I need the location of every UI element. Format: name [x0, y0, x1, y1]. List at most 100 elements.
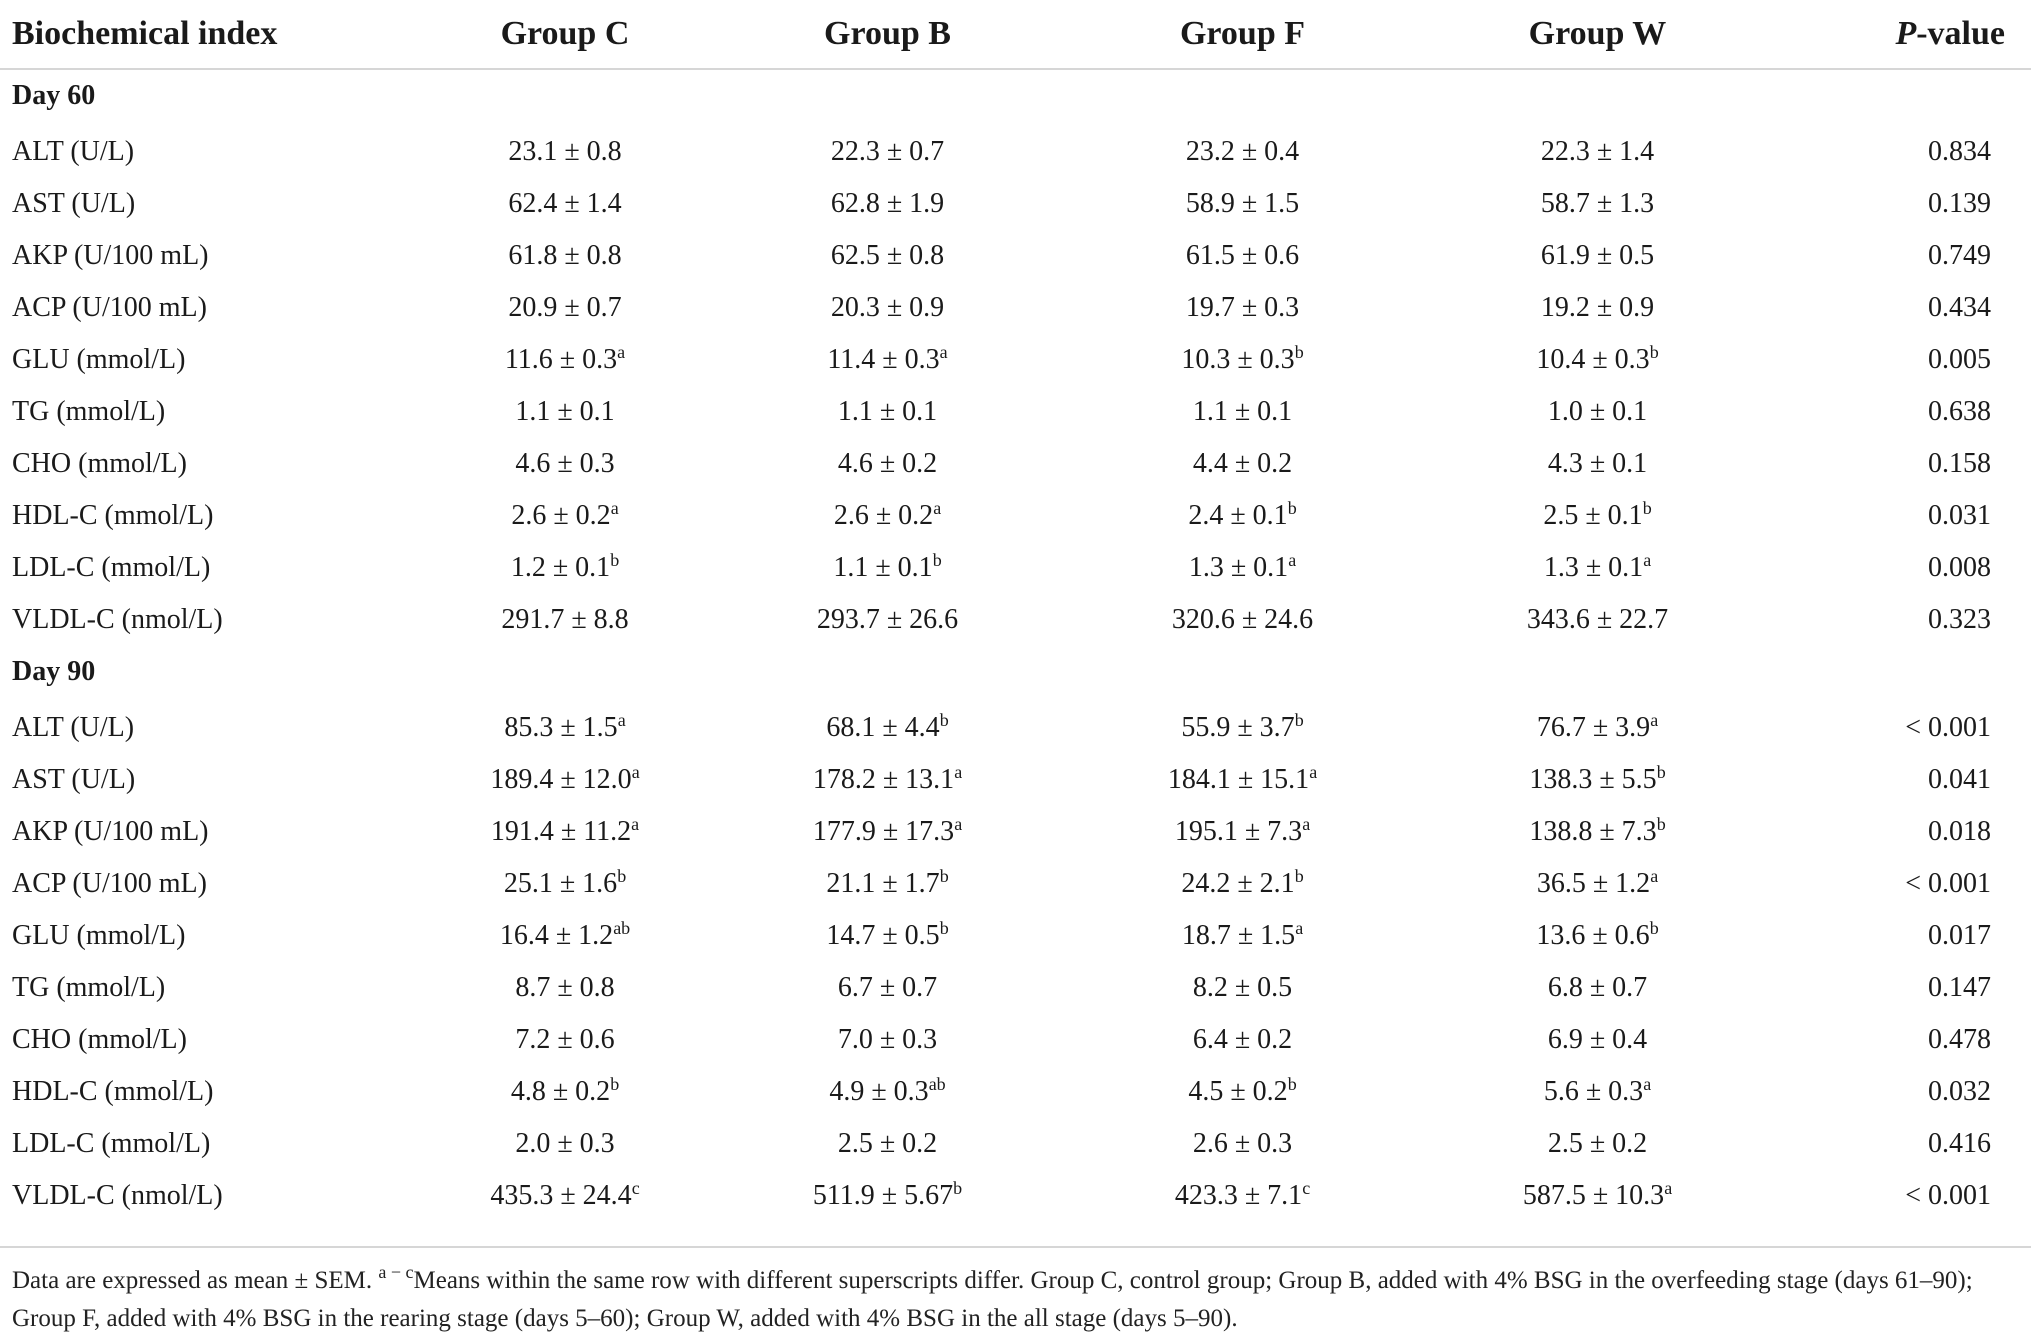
cell-group-f: 2.4 ± 0.1b [1065, 490, 1420, 542]
row-label: LDL-C (mmol/L) [12, 552, 211, 583]
cell-value: 11.6 ± 0.3 [504, 344, 618, 375]
cell-p-value: 0.139 [1928, 188, 1991, 219]
cell-value: 61.9 ± 0.5 [1540, 240, 1655, 271]
cell-group-w: 5.6 ± 0.3a [1420, 1066, 1775, 1118]
section-title: Day 90 [12, 656, 96, 687]
cell-group-c: 7.2 ± 0.6 [420, 1014, 710, 1066]
cell-group-w: 2.5 ± 0.2 [1420, 1118, 1775, 1170]
cell-group-c: 291.7 ± 8.8 [420, 594, 710, 646]
row-label: ALT (U/L) [12, 136, 135, 167]
table-bottom-rule [0, 1246, 2031, 1248]
cell-value: 19.7 ± 0.3 [1185, 292, 1300, 323]
cell-group-c: 25.1 ± 1.6b [420, 858, 710, 910]
cell-group-f: 195.1 ± 7.3a [1065, 806, 1420, 858]
cell-superscript: a [631, 762, 640, 783]
cell-group-b: 22.3 ± 0.7 [710, 122, 1065, 178]
cell-value: 177.9 ± 17.3 [812, 816, 955, 847]
cell-group-c: 1.2 ± 0.1b [420, 542, 710, 594]
cell-superscript: c [1302, 1178, 1311, 1199]
cell-group-f: 24.2 ± 2.1b [1065, 858, 1420, 910]
cell-p-value: < 0.001 [1905, 1180, 1991, 1211]
cell-group-b: 293.7 ± 26.6 [710, 594, 1065, 646]
cell-value: 2.6 ± 0.2 [833, 500, 934, 531]
cell-value: 8.7 ± 0.8 [515, 972, 615, 1003]
cell-value: 20.3 ± 0.9 [830, 292, 945, 323]
cell-p-value: < 0.001 [1905, 868, 1991, 899]
cell-p-value: 0.008 [1928, 552, 1991, 583]
table-body: Day 60 ALT (U/L) 23.1 ± 0.8 22.3 ± 0.7 23.2 … [0, 69, 2031, 1222]
cell-value: 184.1 ± 15.1 [1167, 764, 1310, 795]
table-row: CHO (mmol/L) 4.6 ± 0.3 4.6 ± 0.2 4.4 ± 0.2 4… [0, 438, 2031, 490]
cell-group-w: 13.6 ± 0.6b [1420, 910, 1775, 962]
row-label: AKP (U/100 mL) [12, 240, 209, 271]
cell-value: 19.2 ± 0.9 [1540, 292, 1655, 323]
cell-value: 2.6 ± 0.2 [511, 500, 611, 531]
row-label: VLDL-C (nmol/L) [12, 1180, 223, 1211]
cell-superscript: b [1294, 342, 1304, 363]
cell-group-c: 4.6 ± 0.3 [420, 438, 710, 490]
cell-group-b: 4.9 ± 0.3ab [710, 1066, 1065, 1118]
cell-superscript: b [939, 710, 949, 731]
cell-group-c: 4.8 ± 0.2b [420, 1066, 710, 1118]
cell-group-b: 4.6 ± 0.2 [710, 438, 1065, 490]
cell-superscript: a [939, 342, 948, 363]
cell-superscript: b [1656, 762, 1666, 783]
table-row: TG (mmol/L) 8.7 ± 0.8 6.7 ± 0.7 8.2 ± 0.5 6.… [0, 962, 2031, 1014]
row-label: AST (U/L) [12, 764, 136, 795]
cell-p-value: 0.416 [1928, 1128, 1991, 1159]
header-p-rest: -value [1916, 15, 2005, 52]
cell-group-w: 19.2 ± 0.9 [1420, 282, 1775, 334]
cell-superscript: a [954, 814, 963, 835]
cell-group-f: 423.3 ± 7.1c [1065, 1170, 1420, 1222]
cell-superscript: b [1294, 866, 1304, 887]
header-group-b: Group B [710, 0, 1065, 70]
cell-group-c: 23.1 ± 0.8 [420, 122, 710, 178]
cell-value: 138.8 ± 7.3 [1529, 816, 1657, 847]
cell-value: 62.4 ± 1.4 [508, 188, 622, 219]
cell-value: 58.9 ± 1.5 [1185, 188, 1300, 219]
cell-group-f: 23.2 ± 0.4 [1065, 122, 1420, 178]
header-p-value: P-value [1775, 0, 2031, 70]
cell-superscript: a [1650, 866, 1659, 887]
cell-p-value: 0.005 [1928, 344, 1991, 375]
cell-group-f: 8.2 ± 0.5 [1065, 962, 1420, 1014]
cell-value: 24.2 ± 2.1 [1181, 868, 1295, 899]
cell-group-w: 343.6 ± 22.7 [1420, 594, 1775, 646]
cell-group-c: 8.7 ± 0.8 [420, 962, 710, 1014]
cell-group-w: 22.3 ± 1.4 [1420, 122, 1775, 178]
cell-group-b: 178.2 ± 13.1a [710, 754, 1065, 806]
table-row: AKP (U/100 mL) 191.4 ± 11.2a 177.9 ± 17.3a… [0, 806, 2031, 858]
cell-superscript: b [610, 1074, 620, 1095]
cell-value: 2.0 ± 0.3 [515, 1128, 615, 1159]
cell-superscript: b [932, 550, 942, 571]
cell-superscript: b [953, 1178, 963, 1199]
row-label: TG (mmol/L) [12, 396, 166, 427]
row-label: HDL-C (mmol/L) [12, 500, 214, 531]
cell-group-c: 62.4 ± 1.4 [420, 178, 710, 230]
cell-value: 1.2 ± 0.1 [510, 552, 611, 583]
table-row: ACP (U/100 mL) 20.9 ± 0.7 20.3 ± 0.9 19.7 ±… [0, 282, 2031, 334]
cell-group-f: 10.3 ± 0.3b [1065, 334, 1420, 386]
cell-superscript: b [1287, 498, 1297, 519]
cell-value: 1.0 ± 0.1 [1547, 396, 1648, 427]
cell-group-w: 6.9 ± 0.4 [1420, 1014, 1775, 1066]
cell-value: 587.5 ± 10.3 [1522, 1180, 1665, 1211]
cell-group-w: 4.3 ± 0.1 [1420, 438, 1775, 490]
cell-superscript: b [1642, 498, 1652, 519]
row-label: ACP (U/100 mL) [12, 868, 207, 899]
cell-value: 1.3 ± 0.1 [1188, 552, 1289, 583]
cell-group-c: 435.3 ± 24.4c [420, 1170, 710, 1222]
cell-p-value: 0.031 [1928, 500, 1991, 531]
cell-group-f: 1.3 ± 0.1a [1065, 542, 1420, 594]
cell-value: 2.4 ± 0.1 [1188, 500, 1288, 531]
cell-superscript: ab [613, 918, 631, 939]
cell-group-f: 320.6 ± 24.6 [1065, 594, 1420, 646]
row-label: AST (U/L) [12, 188, 136, 219]
cell-group-b: 511.9 ± 5.67b [710, 1170, 1065, 1222]
footnote-lead: Data are expressed as mean ± SEM. [12, 1267, 379, 1294]
section-title: Day 60 [12, 80, 96, 111]
cell-superscript: b [939, 918, 949, 939]
cell-group-w: 10.4 ± 0.3b [1420, 334, 1775, 386]
cell-group-w: 138.8 ± 7.3b [1420, 806, 1775, 858]
